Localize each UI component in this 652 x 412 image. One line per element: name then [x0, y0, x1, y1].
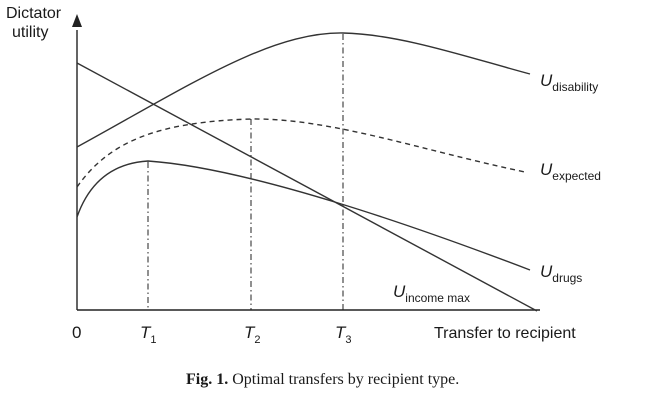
series-u-expected-line — [76, 118, 526, 188]
series-u-drugs-line — [76, 160, 531, 271]
series-u-disability-line — [76, 32, 531, 148]
tick-t1: T1 — [140, 323, 157, 346]
label-u-expected: Uexpected — [540, 160, 601, 183]
origin-label: 0 — [72, 323, 81, 342]
y-axis-label-line1: Dictator — [6, 5, 62, 22]
figure-caption: Fig. 1. Optimal transfers by recipient t… — [186, 371, 459, 388]
series-u-income-max-line — [76, 62, 538, 312]
x-axis-label: Transfer to recipient — [434, 325, 576, 342]
label-u-drugs: Udrugs — [540, 262, 582, 285]
label-u-disability: Udisability — [540, 71, 598, 94]
tick-t3: T3 — [335, 323, 352, 346]
y-axis-arrow-icon — [72, 14, 82, 27]
tick-t2: T2 — [244, 323, 261, 346]
y-axis-label-line2: utility — [12, 24, 48, 41]
label-u-income-max: Uincome max — [393, 282, 470, 305]
